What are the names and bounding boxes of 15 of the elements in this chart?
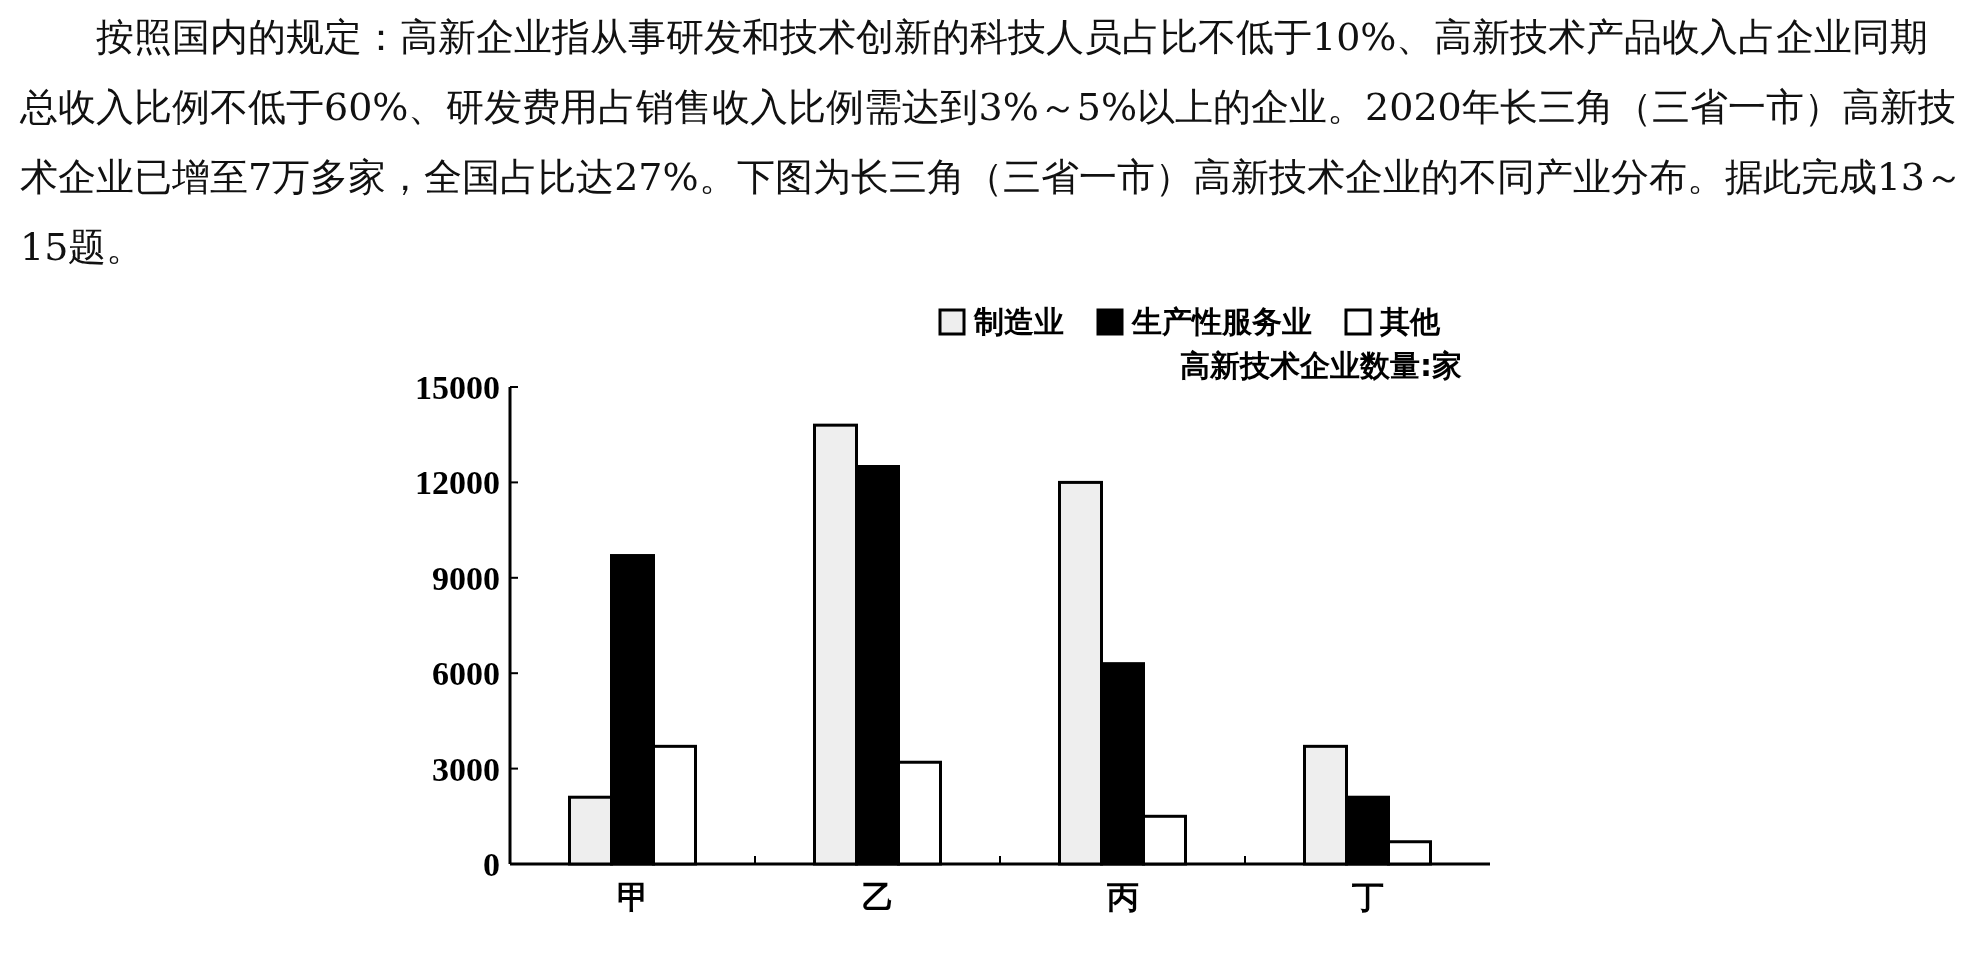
- x-tick-label: 乙: [861, 878, 894, 916]
- legend-label: 生产性服务业: [1131, 304, 1312, 339]
- legend-label: 制造业: [973, 304, 1064, 339]
- text: 按照国内的规定：高新企业指从事研发和技术创新的科技人员占比不低于10%、高新技术产品收入占企业同期总收入比例不低于60%、研发费用占销售收入比例需达到3%～5%以上的企业。2020年长三角（三省一市）高新技术企业已增至7万多家，全国占比达27%。下图为长三角（三省一市）高新技术企业的不同产业分布。据此完成13～15题。: [20, 14, 1964, 271]
- y-tick-label: 6000: [432, 655, 500, 693]
- y-axis-title: 高新技术企业数量:家: [1180, 348, 1462, 383]
- legend-label: 其他: [1379, 304, 1441, 339]
- y-tick-label: 9000: [432, 559, 500, 597]
- x-tick-label: 甲: [616, 878, 649, 916]
- y-tick-label: 15000: [415, 369, 500, 406]
- x-tick-label: 丁: [1350, 878, 1384, 916]
- y-tick-label: 0: [483, 846, 500, 883]
- y-tick-label: 3000: [432, 750, 500, 788]
- y-tick-label: 12000: [415, 464, 500, 502]
- x-tick-label: 丙: [1105, 878, 1139, 916]
